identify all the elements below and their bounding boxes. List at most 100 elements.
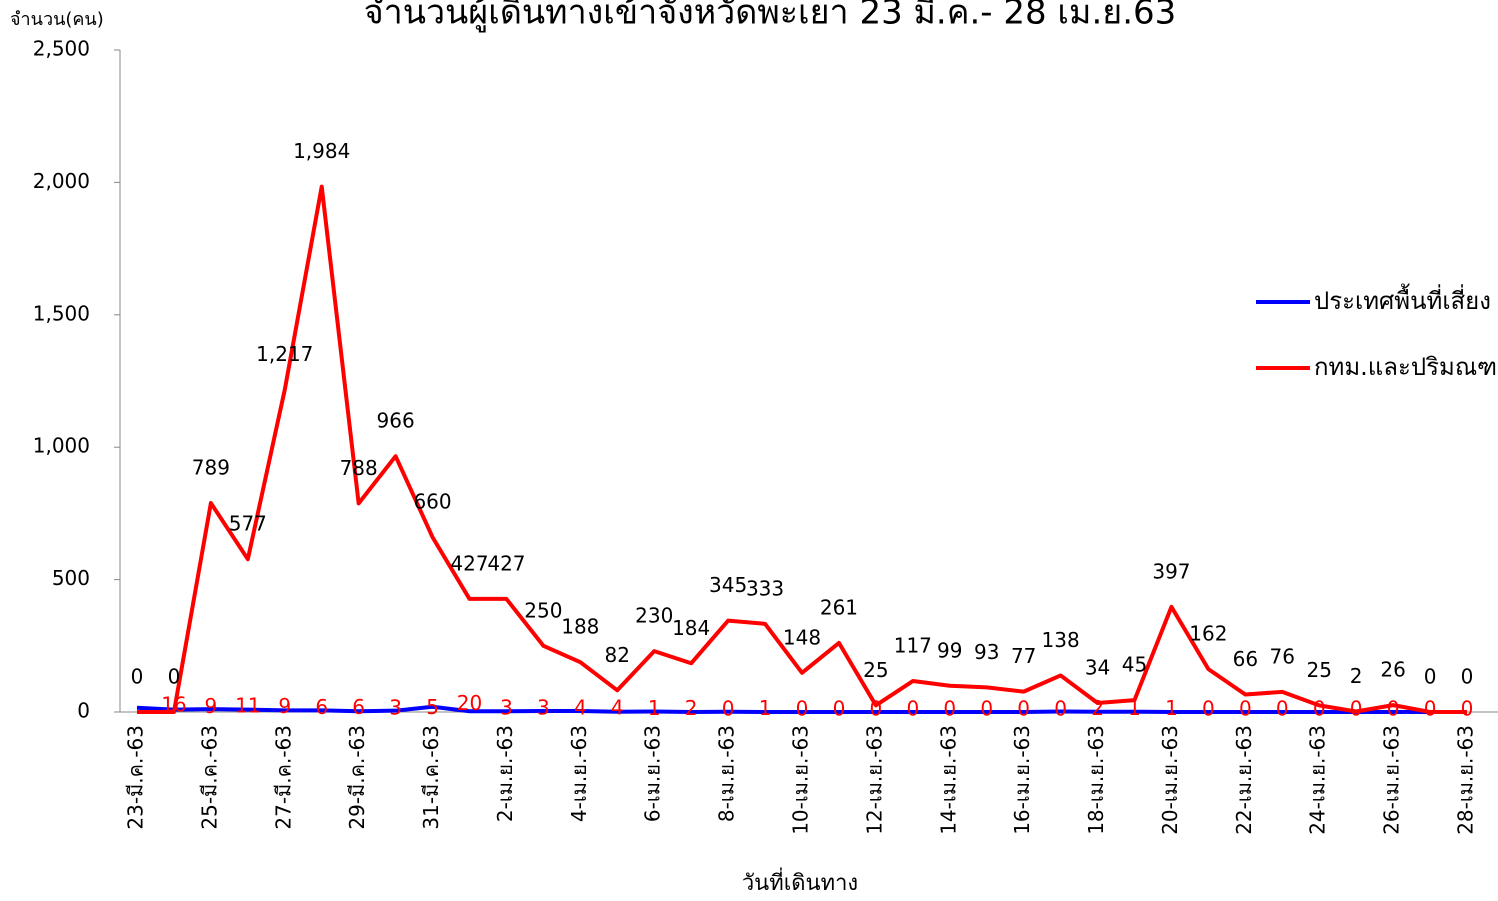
data-label: 397 — [1152, 559, 1190, 583]
data-label: 2 — [1350, 664, 1363, 688]
legend-label: ประเทศพื้นที่เสี่ยง — [1314, 283, 1491, 315]
data-label: 0 — [1424, 697, 1437, 721]
data-label: 5 — [426, 695, 439, 719]
data-label: 0 — [1424, 665, 1437, 689]
data-label: 162 — [1189, 622, 1227, 646]
data-label: 789 — [192, 456, 230, 480]
y-axis-label: จำนวน(คน) — [10, 9, 104, 30]
y-tick-label: 1,500 — [33, 301, 90, 325]
data-label: 0 — [168, 665, 181, 689]
data-label: 148 — [783, 625, 821, 649]
x-tick-label: 18-เม.ย.-63 — [1084, 725, 1108, 835]
legend-label: กทม.และปริมณฑล — [1314, 353, 1498, 381]
data-label: 966 — [377, 409, 415, 433]
x-tick-label: 22-เม.ย.-63 — [1232, 725, 1256, 835]
chart-title: จำนวนผู้เดินทางเข้าจังหวัดพะเยา 23 มี.ค.… — [364, 0, 1177, 33]
data-label: 660 — [413, 490, 451, 514]
x-tick-label: 25-มี.ค.-63 — [197, 725, 221, 830]
series-line — [137, 184, 1467, 714]
data-label: 427 — [450, 551, 488, 575]
data-label: 6 — [315, 695, 328, 719]
x-tick-label: 26-เม.ย.-63 — [1380, 725, 1404, 835]
data-label: 1,217 — [256, 342, 313, 366]
data-label: 82 — [605, 643, 630, 667]
data-label: 1 — [1165, 696, 1178, 720]
data-label: 0 — [131, 665, 144, 689]
data-label: 345 — [709, 573, 747, 597]
series-line — [136, 704, 1467, 714]
y-tick-label: 500 — [52, 566, 90, 590]
x-tick-label: 14-เม.ย.-63 — [936, 725, 960, 835]
data-label: 3 — [500, 696, 513, 720]
data-label: 0 — [796, 697, 809, 721]
y-tick-label: 2,000 — [33, 169, 90, 193]
data-label: 427 — [487, 551, 525, 575]
data-label: 250 — [524, 598, 562, 622]
x-tick-label: 12-เม.ย.-63 — [862, 725, 886, 835]
data-label: 9 — [278, 694, 291, 718]
data-label: 11 — [235, 694, 260, 718]
data-label: 26 — [1380, 658, 1405, 682]
data-label: 99 — [937, 638, 962, 662]
data-label: 77 — [1011, 644, 1036, 668]
data-label: 230 — [635, 604, 673, 628]
data-label: 2 — [1091, 696, 1104, 720]
data-label: 4 — [574, 695, 587, 719]
data-label: 1 — [759, 696, 772, 720]
data-label: 0 — [943, 697, 956, 721]
x-tick-label: 29-มี.ค.-63 — [345, 725, 369, 830]
data-label: 0 — [1387, 697, 1400, 721]
x-tick-label: 6-เม.ย.-63 — [641, 725, 665, 822]
data-label: 1 — [648, 696, 661, 720]
data-label: 34 — [1085, 655, 1110, 679]
data-label: 333 — [746, 576, 784, 600]
data-label: 0 — [1350, 697, 1363, 721]
data-label: 0 — [1202, 697, 1215, 721]
x-tick-label: 4-เม.ย.-63 — [567, 725, 591, 822]
data-label: 25 — [863, 658, 888, 682]
data-label: 0 — [1461, 697, 1474, 721]
data-label: 1 — [1128, 696, 1141, 720]
data-label: 0 — [1054, 697, 1067, 721]
data-label: 0 — [906, 697, 919, 721]
x-tick-label: 23-มี.ค.-63 — [124, 725, 148, 830]
data-label: 138 — [1042, 628, 1080, 652]
data-label: 0 — [1461, 665, 1474, 689]
data-label: 788 — [340, 456, 378, 480]
x-tick-label: 2-เม.ย.-63 — [493, 725, 517, 822]
x-axis-label: วันที่เดินทาง — [742, 867, 858, 896]
data-label: 6 — [352, 695, 365, 719]
data-label: 117 — [894, 634, 932, 658]
y-tick-label: 0 — [77, 699, 90, 723]
x-tick-label: 27-มี.ค.-63 — [271, 725, 295, 830]
x-tick-label: 8-เม.ย.-63 — [715, 725, 739, 822]
data-label: 0 — [1276, 697, 1289, 721]
x-tick-label: 10-เม.ย.-63 — [789, 725, 813, 835]
data-label: 93 — [974, 640, 999, 664]
data-label: 184 — [672, 616, 710, 640]
data-label: 3 — [389, 696, 402, 720]
data-label: 45 — [1122, 653, 1147, 677]
data-label: 4 — [611, 695, 624, 719]
data-label: 0 — [833, 697, 846, 721]
x-tick-label: 24-เม.ย.-63 — [1306, 725, 1330, 835]
data-label: 0 — [1239, 697, 1252, 721]
data-label: 0 — [722, 697, 735, 721]
x-tick-label: 16-เม.ย.-63 — [1010, 725, 1034, 835]
data-label: 0 — [870, 697, 883, 721]
data-label: 0 — [1313, 697, 1326, 721]
y-tick-label: 1,000 — [33, 434, 90, 458]
data-label: 0 — [980, 697, 993, 721]
data-label: 9 — [205, 694, 218, 718]
data-label: 2 — [685, 696, 698, 720]
data-label: 3 — [537, 696, 550, 720]
data-label: 261 — [820, 595, 858, 619]
data-label: 577 — [229, 512, 267, 536]
data-label: 1,984 — [293, 139, 350, 163]
x-tick-label: 31-มี.ค.-63 — [419, 725, 443, 830]
x-tick-label: 28-เม.ย.-63 — [1454, 725, 1478, 835]
data-label: 20 — [457, 691, 482, 715]
data-label: 16 — [161, 692, 186, 716]
data-label: 25 — [1306, 658, 1331, 682]
